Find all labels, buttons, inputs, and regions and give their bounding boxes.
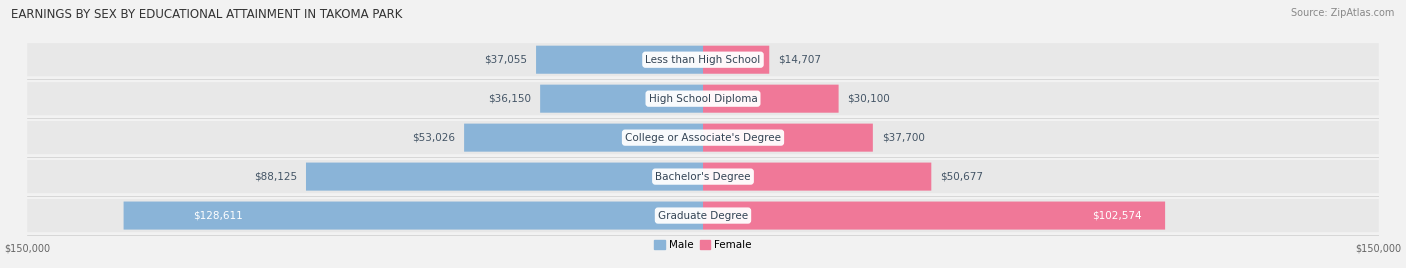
Text: $37,700: $37,700 [882, 133, 925, 143]
FancyBboxPatch shape [703, 124, 873, 152]
Text: $102,574: $102,574 [1092, 211, 1142, 221]
FancyBboxPatch shape [703, 202, 1166, 230]
Text: Less than High School: Less than High School [645, 55, 761, 65]
Text: $88,125: $88,125 [254, 172, 297, 182]
Text: High School Diploma: High School Diploma [648, 94, 758, 104]
FancyBboxPatch shape [536, 46, 703, 74]
FancyBboxPatch shape [703, 46, 769, 74]
Text: Source: ZipAtlas.com: Source: ZipAtlas.com [1291, 8, 1395, 18]
FancyBboxPatch shape [307, 163, 703, 191]
FancyBboxPatch shape [27, 199, 1379, 232]
Text: Graduate Degree: Graduate Degree [658, 211, 748, 221]
Legend: Male, Female: Male, Female [654, 240, 752, 250]
FancyBboxPatch shape [703, 163, 931, 191]
FancyBboxPatch shape [124, 202, 703, 230]
FancyBboxPatch shape [703, 85, 838, 113]
Text: $37,055: $37,055 [484, 55, 527, 65]
Text: College or Associate's Degree: College or Associate's Degree [626, 133, 780, 143]
Text: Bachelor's Degree: Bachelor's Degree [655, 172, 751, 182]
Text: $30,100: $30,100 [848, 94, 890, 104]
Text: $128,611: $128,611 [193, 211, 243, 221]
FancyBboxPatch shape [540, 85, 703, 113]
Text: $36,150: $36,150 [488, 94, 531, 104]
Text: EARNINGS BY SEX BY EDUCATIONAL ATTAINMENT IN TAKOMA PARK: EARNINGS BY SEX BY EDUCATIONAL ATTAINMEN… [11, 8, 402, 21]
FancyBboxPatch shape [27, 121, 1379, 154]
FancyBboxPatch shape [27, 43, 1379, 76]
FancyBboxPatch shape [464, 124, 703, 152]
Text: $50,677: $50,677 [941, 172, 983, 182]
Text: $53,026: $53,026 [412, 133, 456, 143]
FancyBboxPatch shape [27, 160, 1379, 193]
Text: $14,707: $14,707 [779, 55, 821, 65]
FancyBboxPatch shape [27, 82, 1379, 115]
